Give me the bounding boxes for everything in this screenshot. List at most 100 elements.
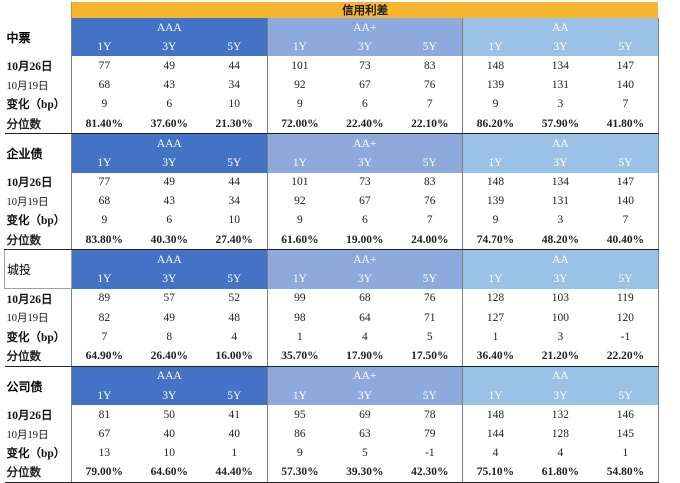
row-label: 变化（bp） xyxy=(6,99,66,112)
value-cell: 3 xyxy=(557,214,564,227)
tenor-header-5y: 5Y xyxy=(201,386,268,406)
value-cell: 44 xyxy=(228,59,240,72)
value-cell: 78 xyxy=(424,408,436,421)
value-cell: 132 xyxy=(551,408,570,421)
value-cell: 98 xyxy=(266,308,333,328)
tenor-header-5y: 5Y xyxy=(397,386,463,406)
rating-group-aa-plus-cell xyxy=(266,249,333,270)
value-cell: 69 xyxy=(359,408,371,421)
value-cell: 22.40% xyxy=(332,113,398,135)
value-cell: 3 xyxy=(557,331,564,344)
value-cell: 41 xyxy=(228,408,240,421)
rating-group-aa-cell xyxy=(462,249,528,270)
tenor-header-5y: 5Y xyxy=(397,153,463,173)
tenor-header-1y: 1Y xyxy=(70,37,137,57)
section-header-row: 中票 AAA AA+ AA xyxy=(4,18,659,57)
tenor-header-1y: 1Y xyxy=(266,37,333,57)
value-cell: 68 xyxy=(359,292,371,305)
value-cell: 9 xyxy=(266,94,333,114)
tenor-header-5y: 5Y xyxy=(593,153,659,173)
value-cell: 24.00% xyxy=(397,230,463,251)
value-cell: 40 xyxy=(163,428,176,441)
previous-date-row: 10月19日 68 43 34 92 67 76 139 131 140 xyxy=(5,191,659,211)
value-cell: 139 xyxy=(462,191,528,211)
rating-group-aa-plus-cell xyxy=(266,366,333,387)
section-header-row: 企业债 AAA AA+ AA xyxy=(4,133,659,173)
value-cell: 92 xyxy=(266,191,333,211)
value-cell: 54.80% xyxy=(593,462,659,483)
tenor-header-5y: 5Y xyxy=(593,37,659,57)
current-date-row: 10月26日 89 57 52 99 68 76 128 103 119 xyxy=(5,288,659,309)
value-cell: 9 xyxy=(70,94,137,114)
rating-group-aa-plus-cell: AA+ xyxy=(332,249,398,270)
tenor-header-1y: 1Y xyxy=(462,153,528,173)
value-cell: 37.60% xyxy=(136,113,202,135)
value-cell: 17.50% xyxy=(397,346,463,367)
value-cell: 101 xyxy=(266,56,333,76)
rating-group-aa-plus-cell xyxy=(397,133,463,154)
value-cell: 7 xyxy=(426,98,433,111)
value-cell: 67 xyxy=(359,79,371,92)
table-title: 信用利差 xyxy=(71,2,659,18)
rating-group-aa-cell xyxy=(462,366,528,387)
value-cell: 127 xyxy=(462,308,528,328)
value-cell: 5 xyxy=(426,331,433,344)
row-label: 变化（bp） xyxy=(6,332,66,345)
value-cell: 6 xyxy=(361,214,368,227)
value-cell: 140 xyxy=(593,75,659,95)
value-cell: 9 xyxy=(462,210,528,231)
tenor-header-row: 1Y 3Y 5Y 1Y 3Y 5Y 1Y 3Y 5Y xyxy=(5,269,659,289)
value-cell: 39.30% xyxy=(332,462,398,483)
tenor-header-row: 1Y 3Y 5Y 1Y 3Y 5Y 1Y 3Y 5Y xyxy=(5,153,659,173)
value-cell: 79.00% xyxy=(70,462,137,483)
value-cell: 64.90% xyxy=(70,346,137,367)
tenor-header-1y: 1Y xyxy=(266,269,333,289)
section-name: 城投 xyxy=(4,249,72,290)
value-cell: 22.10% xyxy=(397,113,463,135)
value-cell: 83.80% xyxy=(70,230,137,251)
value-cell: 82 xyxy=(70,308,137,328)
value-cell: 35.70% xyxy=(266,346,333,367)
tenor-header-1y: 1Y xyxy=(70,269,137,289)
tenor-header-1y: 1Y xyxy=(462,37,528,57)
tenor-header-5y: 5Y xyxy=(593,269,659,289)
tenor-header-5y: 5Y xyxy=(397,37,463,57)
value-cell: 1 xyxy=(593,443,659,463)
value-cell: 3 xyxy=(557,98,564,111)
value-cell: 9 xyxy=(266,443,333,463)
value-cell: 139 xyxy=(462,75,528,95)
rating-group-aaa-cell: AAA xyxy=(136,18,202,38)
previous-date-row: 10月19日 82 49 48 98 64 71 127 100 120 xyxy=(5,308,659,328)
rating-group-aa-plus-cell xyxy=(266,18,333,38)
value-cell: 64 xyxy=(359,311,371,324)
value-cell: 148 xyxy=(462,172,528,192)
tenor-header-1y: 1Y xyxy=(266,153,333,173)
previous-date-row: 10月19日 67 40 40 86 63 79 144 128 145 xyxy=(5,424,659,444)
value-cell: 83 xyxy=(424,176,436,189)
value-cell: -1 xyxy=(593,327,659,347)
value-cell: 16.00% xyxy=(201,346,268,367)
table-body: 信用利差 中票 AAA AA+ AA 1Y 3Y 5Y 1Y 3Y 5Y 1Y 3Y 5Y 10月26日 7… xyxy=(4,2,659,483)
value-cell: 27.40% xyxy=(201,230,268,251)
value-cell: 41.80% xyxy=(593,113,659,135)
value-cell: 26.40% xyxy=(136,346,202,367)
rating-group-aa-plus-cell: AA+ xyxy=(332,133,398,154)
tenor-header-3y: 3Y xyxy=(136,37,202,57)
value-cell: 49 xyxy=(163,311,176,324)
value-cell: 101 xyxy=(266,172,333,192)
rating-group-aa-plus-cell: AA+ xyxy=(332,18,398,38)
value-cell: 89 xyxy=(70,288,137,309)
value-cell: 57.90% xyxy=(527,113,593,135)
value-cell: 48 xyxy=(228,311,240,324)
value-cell: 40.40% xyxy=(593,230,659,251)
rating-group-aa-cell: AA xyxy=(527,249,593,270)
value-cell: 8 xyxy=(166,331,173,344)
tenor-header-5y: 5Y xyxy=(593,386,659,406)
rating-group-aaa-cell xyxy=(70,366,137,387)
value-cell: 1 xyxy=(266,327,333,347)
value-cell: 100 xyxy=(551,311,570,324)
value-cell: 6 xyxy=(361,98,368,111)
value-cell: 6 xyxy=(166,98,173,111)
percentile-row: 分位数 81.40% 37.60% 21.30% 72.00% 22.40% 22.10% 8… xyxy=(4,113,659,135)
value-cell: 5 xyxy=(361,447,368,460)
